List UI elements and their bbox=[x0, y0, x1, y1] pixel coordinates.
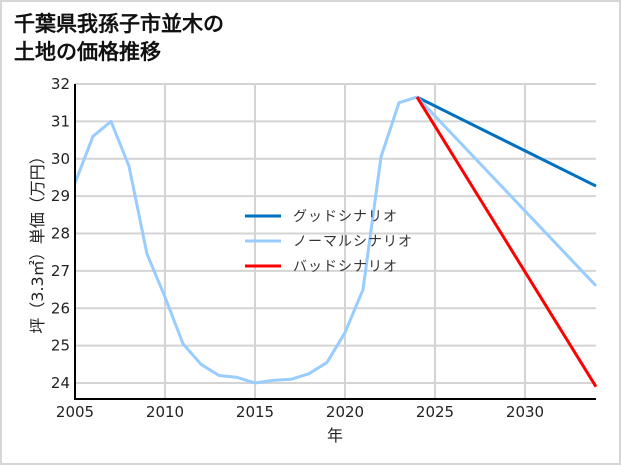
tick-labels: 24 25 26 27 28 29 30 31 32 2005 2010 2015 2020 2025 20… bbox=[51, 75, 544, 421]
data-series bbox=[73, 95, 598, 388]
series-line bbox=[416, 95, 597, 188]
y-tick-label: 29 bbox=[51, 187, 70, 205]
y-tick-label: 28 bbox=[51, 225, 70, 243]
y-tick-label: 26 bbox=[51, 299, 70, 317]
series-line bbox=[415, 96, 598, 287]
y-tick-label: 30 bbox=[51, 150, 70, 168]
y-tick-label: 32 bbox=[51, 75, 70, 93]
x-axis-label: 年 bbox=[327, 426, 343, 445]
y-axis-label: 坪（3.3㎡）単価（万円） bbox=[28, 148, 47, 333]
x-tick-label: 2015 bbox=[236, 403, 274, 421]
chart-title: 千葉県我孫子市並木の 土地の価格推移 bbox=[14, 10, 224, 66]
axes bbox=[74, 84, 596, 400]
x-tick-label: 2025 bbox=[416, 403, 454, 421]
y-tick-label: 24 bbox=[51, 374, 70, 392]
y-tick-label: 27 bbox=[51, 262, 70, 280]
legend-label: バッドシナリオ bbox=[293, 259, 398, 275]
x-tick-label: 2030 bbox=[506, 403, 544, 421]
chart-title-line-1: 千葉県我孫子市並木の bbox=[14, 12, 224, 36]
series-line bbox=[73, 95, 418, 385]
y-tick-label: 31 bbox=[51, 112, 70, 130]
series-line bbox=[415, 96, 598, 388]
grid-lines bbox=[75, 83, 596, 399]
x-tick-label: 2010 bbox=[146, 403, 184, 421]
legend-label: ノーマルシナリオ bbox=[293, 234, 413, 250]
y-tick-label: 25 bbox=[51, 337, 70, 355]
x-tick-label: 2020 bbox=[326, 403, 364, 421]
x-tick-label: 2005 bbox=[56, 403, 94, 421]
chart-title-line-2: 土地の価格推移 bbox=[14, 40, 161, 64]
legend-label: グッドシナリオ bbox=[293, 209, 398, 225]
